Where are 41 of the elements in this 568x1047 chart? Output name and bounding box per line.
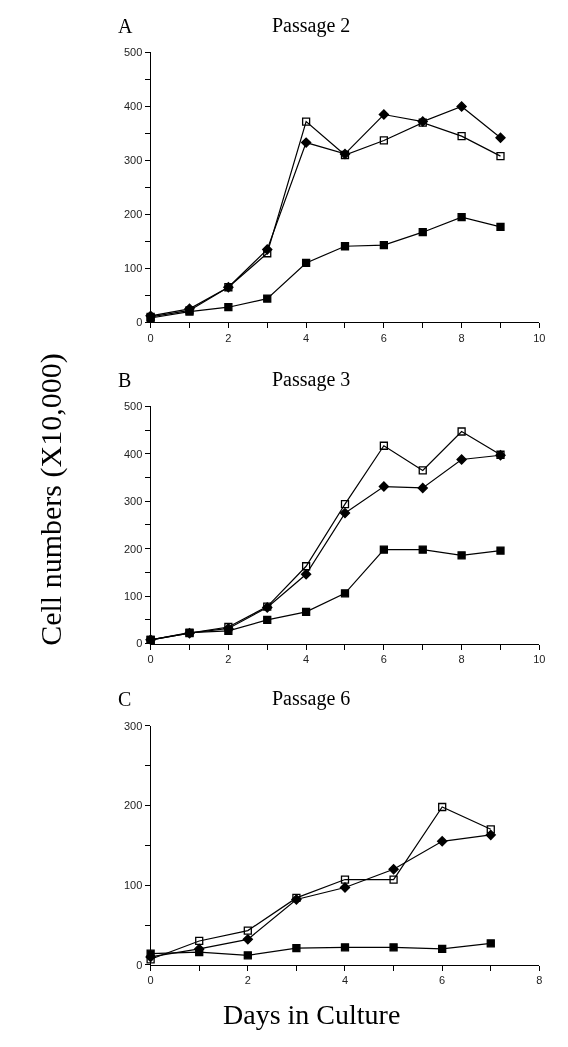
y-tick-label: 200	[123, 208, 143, 221]
x-tick-label: 6	[380, 331, 387, 344]
y-tick-label: 0	[136, 637, 143, 650]
text: B	[118, 369, 132, 391]
x-tick-label: 2	[225, 331, 232, 344]
y-tick-label: 300	[123, 154, 143, 167]
y-tick-label: 400	[123, 100, 143, 113]
x-tick-label: 8	[536, 974, 543, 987]
chart-title: Passage 3	[272, 368, 351, 391]
y-tick-label: 500	[123, 400, 143, 413]
chart-title: Passage 6	[272, 687, 351, 710]
x-tick-label: 2	[225, 652, 232, 665]
chart-title: Passage 2	[272, 14, 351, 37]
x-tick-label: 4	[303, 331, 310, 344]
y-tick-label: 0	[136, 316, 143, 329]
x-tick-label: 8	[458, 331, 465, 344]
x-tick-label: 0	[147, 974, 154, 987]
text: A	[118, 15, 133, 37]
y-tick-label: 300	[123, 495, 143, 508]
y-tick-label: 100	[123, 590, 143, 603]
x-axis-title: Days in Culture	[223, 999, 401, 1030]
y-tick-label: 300	[123, 719, 143, 732]
x-tick-label: 4	[341, 974, 349, 987]
x-tick-label: 2	[244, 974, 251, 987]
x-tick-label: 0	[147, 331, 154, 344]
y-axis-title: Cell numbers (X10,000)	[34, 353, 69, 646]
x-tick-label: 0	[147, 652, 154, 665]
y-tick-label: 500	[123, 46, 143, 59]
x-tick-label: 4	[303, 652, 310, 665]
y-tick-label: 0	[136, 958, 143, 971]
y-tick-label: 200	[123, 542, 143, 555]
y-tick-label: 100	[123, 878, 143, 891]
x-tick-label: 6	[380, 652, 387, 665]
x-tick-label: 8	[458, 652, 465, 665]
y-tick-label: 100	[123, 262, 143, 275]
y-tick-label: 200	[123, 799, 143, 812]
x-tick-label: 10	[533, 331, 546, 344]
text: C	[118, 688, 132, 710]
x-tick-label: 10	[533, 652, 546, 665]
y-tick-label: 400	[123, 447, 143, 460]
x-tick-label: 6	[439, 974, 446, 987]
